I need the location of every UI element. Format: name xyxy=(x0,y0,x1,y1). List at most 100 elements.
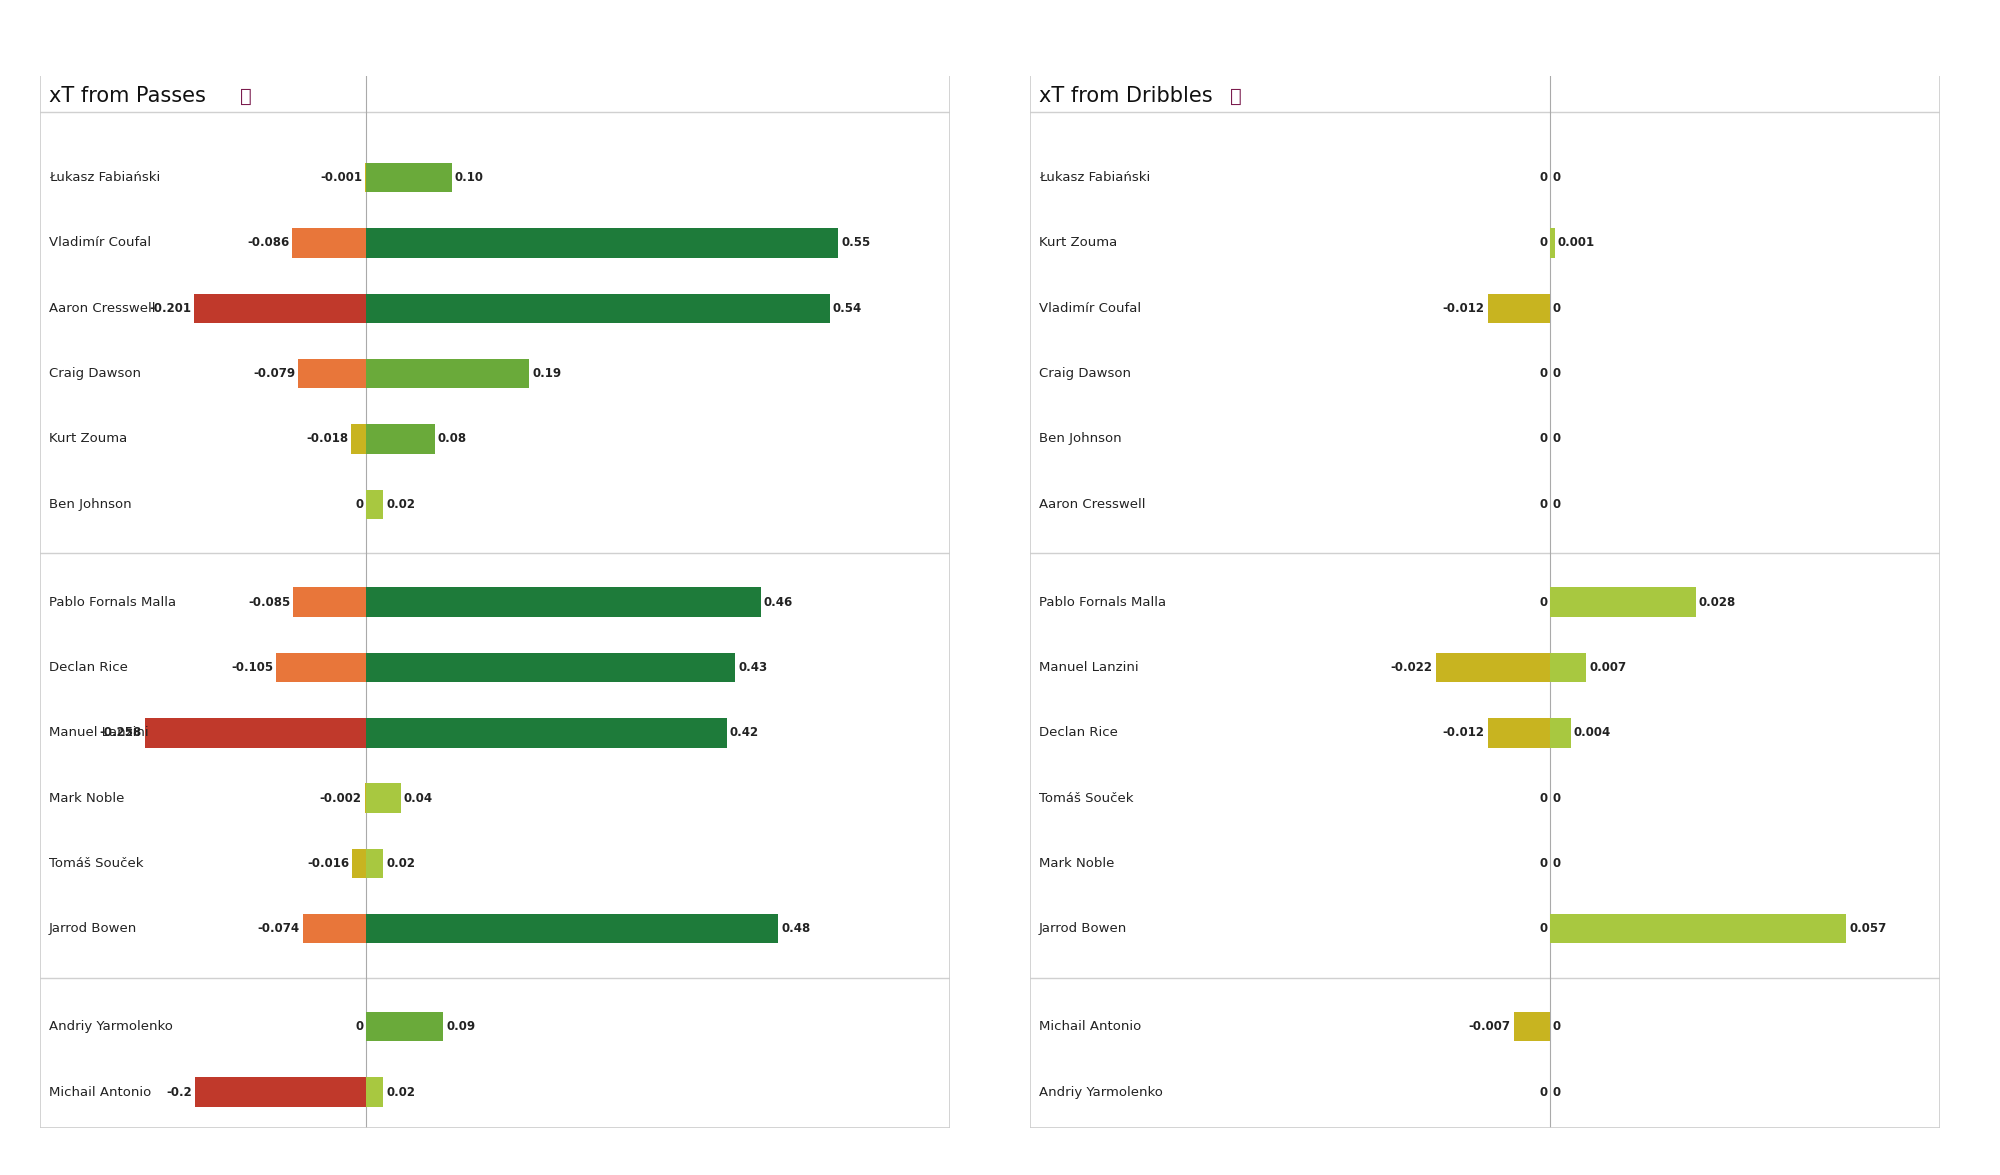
Text: 0: 0 xyxy=(1552,857,1560,870)
Text: 0.04: 0.04 xyxy=(404,792,432,805)
Bar xyxy=(366,163,452,193)
Text: 0.09: 0.09 xyxy=(446,1020,476,1033)
Text: 0: 0 xyxy=(1540,432,1548,445)
Bar xyxy=(366,588,762,617)
Text: -0.079: -0.079 xyxy=(254,367,296,380)
Text: 0.10: 0.10 xyxy=(454,172,484,184)
Bar xyxy=(1550,588,1696,617)
Text: 0: 0 xyxy=(1540,1086,1548,1099)
Text: 0: 0 xyxy=(1540,922,1548,935)
Text: xT from Dribbles: xT from Dribbles xyxy=(1040,86,1212,106)
Text: Craig Dawson: Craig Dawson xyxy=(50,367,142,380)
Bar xyxy=(294,588,366,617)
Bar xyxy=(1436,653,1550,683)
Text: Michail Antonio: Michail Antonio xyxy=(1040,1020,1142,1033)
Text: 0: 0 xyxy=(1552,1020,1560,1033)
Text: Declan Rice: Declan Rice xyxy=(1040,726,1118,739)
Bar xyxy=(302,914,366,944)
Bar xyxy=(1550,228,1556,257)
Bar xyxy=(194,294,366,323)
Text: -0.086: -0.086 xyxy=(248,236,290,249)
Bar xyxy=(366,784,400,813)
Text: Łukasz Fabiański: Łukasz Fabiański xyxy=(1040,172,1150,184)
Text: 0: 0 xyxy=(1540,236,1548,249)
Text: 0: 0 xyxy=(356,498,364,511)
Text: Łukasz Fabiański: Łukasz Fabiański xyxy=(50,172,160,184)
Bar xyxy=(1550,914,1846,944)
Bar xyxy=(276,653,366,683)
Text: 0.55: 0.55 xyxy=(842,236,870,249)
Text: 0.46: 0.46 xyxy=(764,596,794,609)
Text: Vladimír Coufal: Vladimír Coufal xyxy=(1040,302,1142,315)
Text: Pablo Fornals Malla: Pablo Fornals Malla xyxy=(50,596,176,609)
Text: Jarrod Bowen: Jarrod Bowen xyxy=(1040,922,1128,935)
Text: 0: 0 xyxy=(1540,596,1548,609)
Text: 0.42: 0.42 xyxy=(730,726,758,739)
Text: -0.258: -0.258 xyxy=(100,726,142,739)
Bar xyxy=(350,424,366,454)
Text: -0.001: -0.001 xyxy=(320,172,362,184)
Text: Mark Noble: Mark Noble xyxy=(50,792,124,805)
Text: 0: 0 xyxy=(1540,367,1548,380)
Text: 0.02: 0.02 xyxy=(386,498,416,511)
Bar xyxy=(366,718,726,747)
Text: Vladimír Coufal: Vladimír Coufal xyxy=(50,236,152,249)
Text: Tomáš Souček: Tomáš Souček xyxy=(1040,792,1134,805)
Text: 🛡: 🛡 xyxy=(1230,87,1242,106)
Text: -0.105: -0.105 xyxy=(232,662,274,674)
Text: Ben Johnson: Ben Johnson xyxy=(1040,432,1122,445)
Text: 0: 0 xyxy=(1540,172,1548,184)
Bar xyxy=(366,1077,384,1107)
Text: -0.074: -0.074 xyxy=(258,922,300,935)
Text: Kurt Zouma: Kurt Zouma xyxy=(1040,236,1118,249)
Text: Jarrod Bowen: Jarrod Bowen xyxy=(50,922,138,935)
Text: -0.012: -0.012 xyxy=(1442,726,1484,739)
Text: -0.002: -0.002 xyxy=(320,792,362,805)
Bar xyxy=(1550,718,1570,747)
Text: Tomáš Souček: Tomáš Souček xyxy=(50,857,144,870)
Bar xyxy=(194,1077,366,1107)
Text: 0.007: 0.007 xyxy=(1590,662,1626,674)
Text: -0.201: -0.201 xyxy=(148,302,190,315)
Text: Kurt Zouma: Kurt Zouma xyxy=(50,432,128,445)
Text: -0.018: -0.018 xyxy=(306,432,348,445)
Bar xyxy=(366,424,434,454)
Text: Andriy Yarmolenko: Andriy Yarmolenko xyxy=(50,1020,172,1033)
Text: 🛡: 🛡 xyxy=(240,87,252,106)
Text: Mark Noble: Mark Noble xyxy=(1040,857,1114,870)
Text: Andriy Yarmolenko: Andriy Yarmolenko xyxy=(1040,1086,1162,1099)
Text: 0.08: 0.08 xyxy=(438,432,466,445)
Text: -0.012: -0.012 xyxy=(1442,302,1484,315)
Text: -0.2: -0.2 xyxy=(166,1086,192,1099)
Text: Michail Antonio: Michail Antonio xyxy=(50,1086,152,1099)
Text: Pablo Fornals Malla: Pablo Fornals Malla xyxy=(1040,596,1166,609)
Text: 0.43: 0.43 xyxy=(738,662,768,674)
Bar xyxy=(366,848,384,878)
Text: -0.085: -0.085 xyxy=(248,596,290,609)
Text: 0: 0 xyxy=(1552,302,1560,315)
Bar xyxy=(366,294,830,323)
Text: 0.19: 0.19 xyxy=(532,367,562,380)
Bar xyxy=(366,1012,444,1041)
Text: 0: 0 xyxy=(1552,792,1560,805)
Text: xT from Passes: xT from Passes xyxy=(50,86,206,106)
Text: 0: 0 xyxy=(1540,857,1548,870)
Text: 0.54: 0.54 xyxy=(832,302,862,315)
Text: 0: 0 xyxy=(1552,172,1560,184)
Text: 0: 0 xyxy=(1552,498,1560,511)
Bar xyxy=(366,653,736,683)
Bar xyxy=(352,848,366,878)
Text: 0.004: 0.004 xyxy=(1574,726,1610,739)
Text: 0: 0 xyxy=(1552,432,1560,445)
Text: 0: 0 xyxy=(1540,498,1548,511)
Text: 0.48: 0.48 xyxy=(782,922,810,935)
Bar xyxy=(366,228,838,257)
Text: Manuel Lanzini: Manuel Lanzini xyxy=(50,726,148,739)
Bar xyxy=(1514,1012,1550,1041)
Text: 0: 0 xyxy=(1552,367,1560,380)
Bar xyxy=(366,490,384,519)
Text: 0.057: 0.057 xyxy=(1850,922,1886,935)
Text: 0.02: 0.02 xyxy=(386,857,416,870)
Bar xyxy=(144,718,366,747)
Text: Declan Rice: Declan Rice xyxy=(50,662,128,674)
